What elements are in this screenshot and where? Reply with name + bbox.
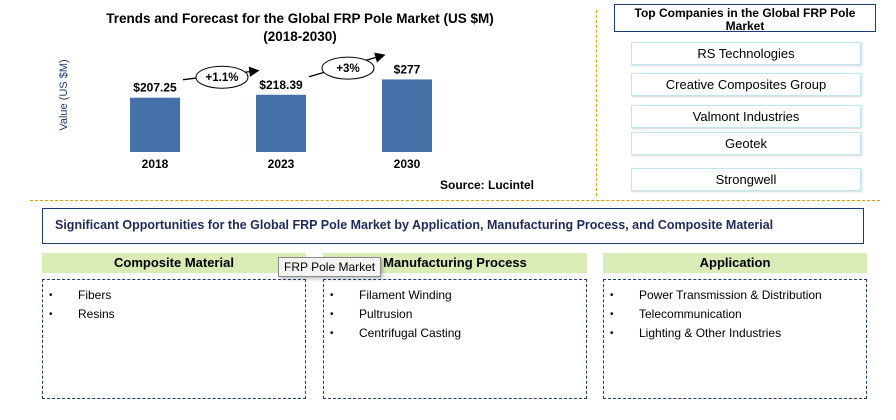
x-tick-label: 2018 (142, 157, 169, 171)
company-box: Valmont Industries (631, 105, 861, 128)
company-box: RS Technologies (631, 42, 861, 65)
company-box: Geotek (631, 132, 861, 155)
chart-title: Trends and Forecast for the Global FRP P… (40, 10, 560, 46)
composite-material-list: Fibers Resins (42, 279, 306, 399)
list-item: Pultrusion (324, 305, 586, 324)
growth-bubble (321, 56, 375, 80)
companies-title: Top Companies in the Global FRP Pole Mar… (614, 4, 876, 33)
company-box: Strongwell (631, 168, 861, 191)
list-item: Power Transmission & Distribution (604, 286, 866, 305)
list-item: Filament Winding (324, 286, 586, 305)
column-header-manufacturing-process: Manufacturing Process (323, 253, 587, 273)
data-label: $207.25 (133, 81, 177, 95)
manufacturing-process-list: Filament Winding Pultrusion Centrifugal … (323, 279, 587, 399)
chart-title-line2: (2018-2030) (263, 29, 337, 44)
company-box: Creative Composites Group (631, 73, 861, 96)
list-item: Centrifugal Casting (324, 324, 586, 343)
column-header-application: Application (603, 253, 867, 273)
chart-source: Source: Lucintel (440, 178, 535, 192)
bar (256, 94, 306, 152)
bar-chart: $207.25 2018 $218.39 2023 $277 2030 +1.1% +3% (130, 52, 432, 171)
list-item: Resins (43, 305, 305, 324)
x-tick-label: 2023 (268, 157, 295, 171)
growth-bubble (195, 65, 249, 89)
list-item: Lighting & Other Industries (604, 324, 866, 343)
x-tick-label: 2030 (394, 157, 421, 171)
list-item: Telecommunication (604, 305, 866, 324)
data-label: $277 (394, 62, 421, 76)
column-header-composite-material: Composite Material (42, 253, 306, 273)
data-label: $218.39 (259, 78, 303, 92)
bar (382, 79, 432, 152)
list-item: Fibers (43, 286, 305, 305)
horizontal-divider (30, 200, 880, 201)
tooltip: FRP Pole Market (278, 257, 382, 277)
bar (130, 97, 180, 152)
opportunities-banner: Significant Opportunities for the Global… (42, 208, 864, 244)
chart-title-line1: Trends and Forecast for the Global FRP P… (106, 11, 494, 26)
growth-label: +1.1% (206, 72, 239, 84)
application-list: Power Transmission & Distribution Teleco… (603, 279, 867, 399)
growth-label: +3% (336, 63, 359, 75)
vertical-divider (596, 10, 597, 196)
